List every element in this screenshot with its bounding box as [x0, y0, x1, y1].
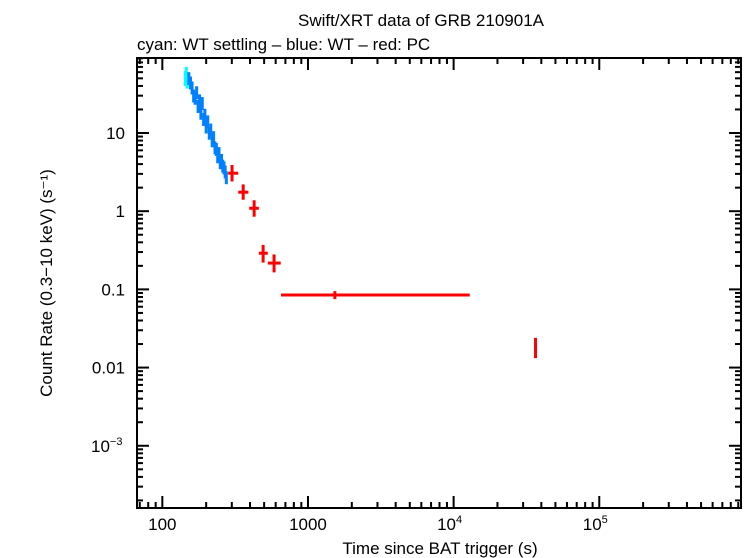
data-points — [183, 66, 538, 359]
y-axis-label: Count Rate (0.3−10 keV) (s⁻¹) — [37, 169, 56, 397]
y-tick-labels: 10 1 0.1 0.01 10−3 — [91, 124, 125, 456]
chart-subtitle: cyan: WT settling – blue: WT – red: PC — [137, 35, 430, 54]
data-point — [258, 244, 268, 263]
data-point — [238, 184, 249, 200]
y-tick-label: 10 — [106, 124, 125, 143]
y-tick-label: 1 — [116, 202, 125, 221]
x-tick-label-exponent: 5 — [602, 514, 608, 526]
data-point — [281, 291, 470, 300]
x-tick-label: 104 — [437, 514, 462, 534]
y-tick-label: 0.1 — [101, 280, 125, 299]
plot-frame — [136, 57, 742, 509]
data-point — [534, 337, 538, 359]
data-point — [206, 115, 210, 129]
series-wt-settling — [183, 66, 189, 89]
data-point — [190, 81, 194, 95]
x-tick-label-exponent: 4 — [456, 514, 462, 526]
x-tick-label: 105 — [583, 514, 608, 534]
data-point — [228, 164, 239, 182]
axis-ticks — [137, 57, 741, 508]
data-point — [249, 200, 259, 217]
x-axis-label: Time since BAT trigger (s) — [342, 539, 537, 558]
y-tick-label: 0.01 — [92, 359, 125, 378]
data-point — [195, 86, 199, 100]
data-point — [267, 254, 281, 273]
data-point — [209, 123, 213, 137]
series-pc — [228, 164, 538, 359]
x-tick-label: 100 — [148, 515, 176, 534]
y-tick-label: 10−3 — [91, 436, 122, 456]
chart-title: Swift/XRT data of GRB 210901A — [298, 11, 545, 30]
data-point — [198, 94, 202, 108]
series-wt — [187, 72, 228, 185]
y-tick-label-exponent: −3 — [110, 436, 123, 448]
x-tick-label: 1000 — [289, 515, 327, 534]
data-point — [200, 97, 204, 111]
x-tick-labels: 100 1000 104 105 — [148, 514, 608, 534]
data-point — [224, 171, 228, 185]
data-point — [203, 108, 207, 122]
